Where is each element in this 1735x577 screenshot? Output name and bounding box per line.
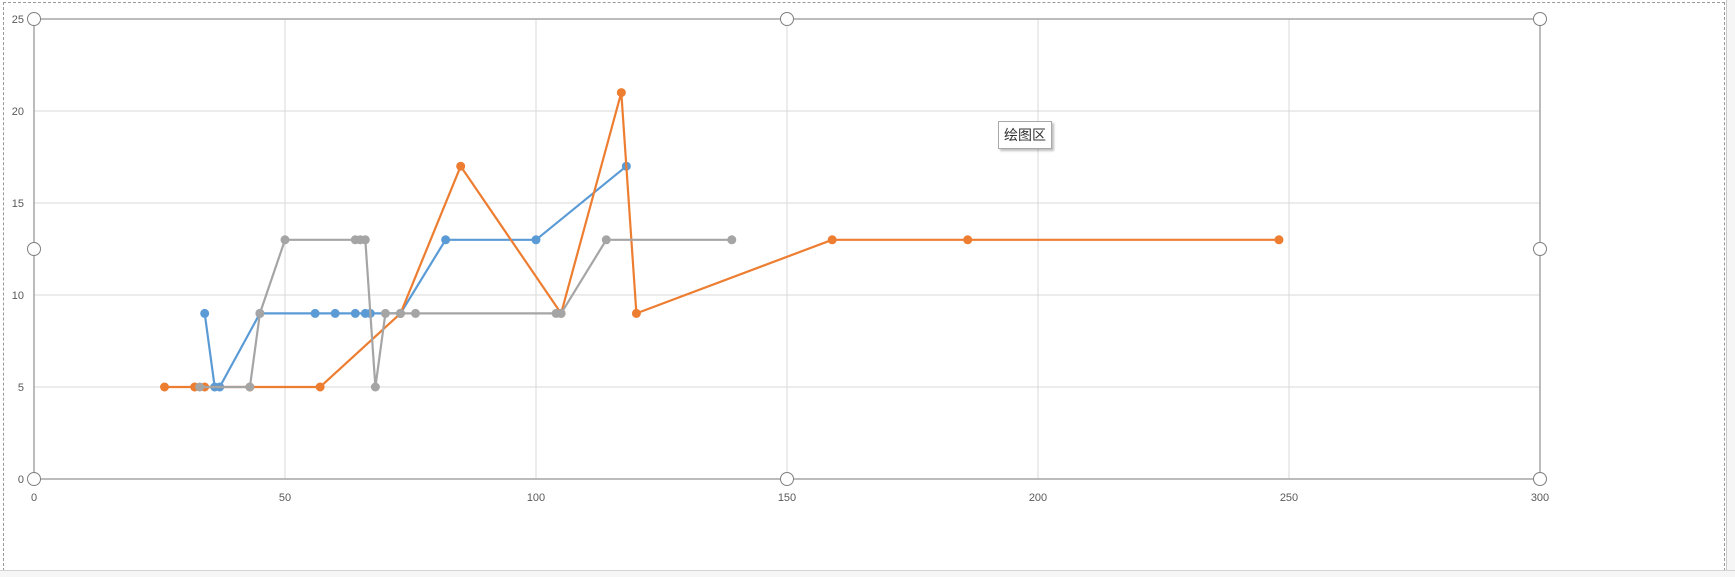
y-tick-label: 25	[12, 14, 24, 26]
resize-handle[interactable]	[1533, 12, 1547, 26]
series-1-point	[330, 308, 340, 318]
resize-handle[interactable]	[1533, 242, 1547, 256]
y-tick-label: 0	[18, 474, 24, 486]
x-tick-label: 0	[31, 492, 37, 504]
x-tick-label: 100	[527, 492, 545, 504]
resize-handle[interactable]	[27, 12, 41, 26]
x-tick-label: 250	[1280, 492, 1298, 504]
series-3-point	[556, 308, 566, 318]
series-3-point	[255, 308, 265, 318]
series-2-point	[1274, 235, 1284, 245]
series-3-point	[280, 235, 290, 245]
series-1-point	[200, 308, 210, 318]
vertical-ruler	[1726, 0, 1735, 577]
series-2-point	[160, 382, 170, 392]
series-2-point	[631, 308, 641, 318]
series-1-point	[531, 235, 541, 245]
series-3-point	[245, 382, 255, 392]
series-3-point	[370, 382, 380, 392]
series-1-point	[441, 235, 451, 245]
x-tick-label: 200	[1029, 492, 1047, 504]
series-1-point	[350, 308, 360, 318]
x-tick-label: 300	[1531, 492, 1549, 504]
y-tick-label: 5	[18, 382, 24, 394]
series-2-point	[456, 161, 466, 171]
horizontal-ruler	[0, 570, 1735, 577]
resize-handle[interactable]	[780, 472, 794, 486]
x-tick-label: 150	[778, 492, 796, 504]
plot-area-tooltip: 绘图区	[998, 121, 1052, 149]
resize-handle[interactable]	[780, 12, 794, 26]
y-tick-label: 15	[12, 198, 24, 210]
resize-handle[interactable]	[27, 472, 41, 486]
series-2-point	[616, 88, 626, 98]
series-2-point	[315, 382, 325, 392]
y-tick-label: 20	[12, 106, 24, 118]
series-2-point	[827, 235, 837, 245]
series-3-point	[380, 308, 390, 318]
resize-handle[interactable]	[1533, 472, 1547, 486]
series-1-point	[310, 308, 320, 318]
chart-area[interactable]: 0 5 10 15 20 25 0 50 100 150 200 250 300	[3, 2, 1725, 571]
resize-handle[interactable]	[27, 242, 41, 256]
series-3-point	[727, 235, 737, 245]
series-3-point	[360, 235, 370, 245]
y-tick-label: 10	[12, 290, 24, 302]
series-3-point	[411, 308, 421, 318]
series-3-point	[601, 235, 611, 245]
series-3-point	[195, 382, 205, 392]
x-tick-label: 50	[279, 492, 291, 504]
series-2-point	[963, 235, 973, 245]
series-3-point	[395, 308, 405, 318]
